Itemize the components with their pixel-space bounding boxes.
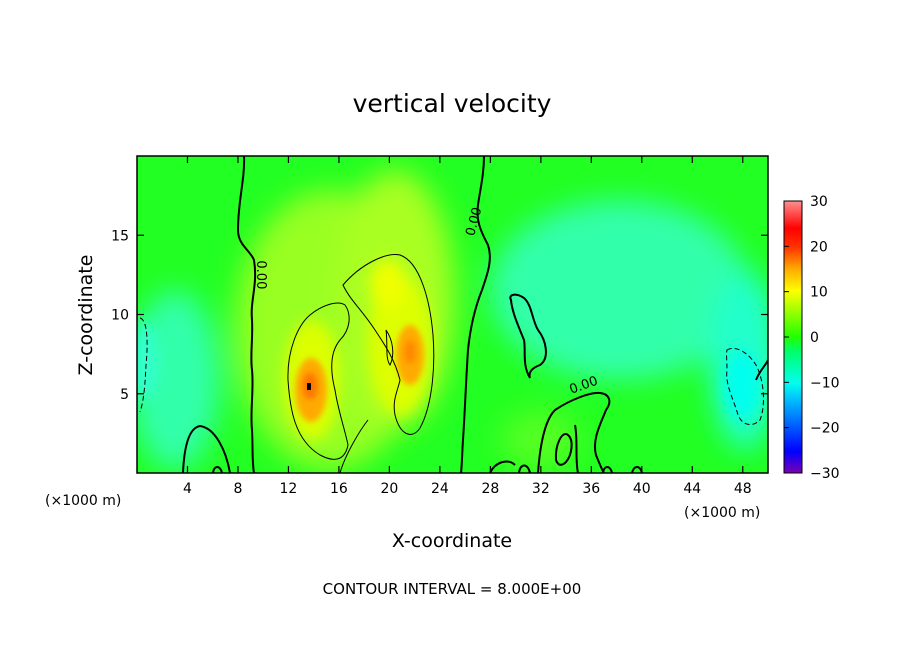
colorbar-tick-label: 0 (810, 330, 819, 346)
x-axis-label: X-coordinate (392, 530, 512, 552)
colorbar-tick-label: 30 (810, 194, 828, 210)
x-tick-label: 8 (233, 481, 242, 497)
contour-label: 0.00 (463, 206, 485, 238)
y-tick-label: 10 (111, 308, 129, 324)
x-tick-label: 32 (532, 481, 550, 497)
y-axis: 5 10 15 (111, 228, 768, 403)
x-tick-label: 12 (280, 481, 298, 497)
x-unit-left: (×1000 m) (45, 493, 121, 509)
x-tick-label: 48 (734, 481, 752, 497)
x-tick-label: 16 (330, 481, 348, 497)
x-tick-label: 4 (183, 481, 192, 497)
x-tick-label: 44 (683, 481, 701, 497)
x-tick-label: 36 (582, 481, 600, 497)
y-axis-label: Z-coordinate (75, 255, 97, 376)
x-tick-label: 24 (431, 481, 449, 497)
colorbar-tick-label: −30 (810, 466, 840, 482)
colorbar: 30 20 10 0 −10 −20 −30 (783, 194, 840, 482)
y-tick-label: 15 (111, 228, 129, 244)
negative-contours (139, 317, 764, 426)
x-unit-right: (×1000 m) (684, 505, 760, 521)
colorbar-tick-label: 20 (810, 239, 828, 255)
colorbar-tick-label: −20 (810, 421, 840, 437)
positive-contours (287, 254, 435, 473)
x-tick-label: 20 (380, 481, 398, 497)
colorbar-tick-label: 10 (810, 285, 828, 301)
velocity-field (137, 156, 768, 473)
colorbar-ticks: 30 20 10 0 −10 −20 −30 (784, 194, 840, 482)
colorbar-tick-label: −10 (810, 375, 840, 391)
contour-interval-note: CONTOUR INTERVAL = 8.000E+00 (323, 580, 582, 598)
x-axis: 4 8 12 16 20 24 28 32 36 40 44 48 (183, 156, 752, 497)
chart-title: vertical velocity (353, 89, 552, 118)
x-tick-label: 28 (481, 481, 499, 497)
zero-contours (182, 156, 768, 473)
contour-label: 0.00 (253, 260, 268, 289)
y-tick-label: 5 (120, 387, 129, 403)
x-tick-label: 40 (633, 481, 651, 497)
